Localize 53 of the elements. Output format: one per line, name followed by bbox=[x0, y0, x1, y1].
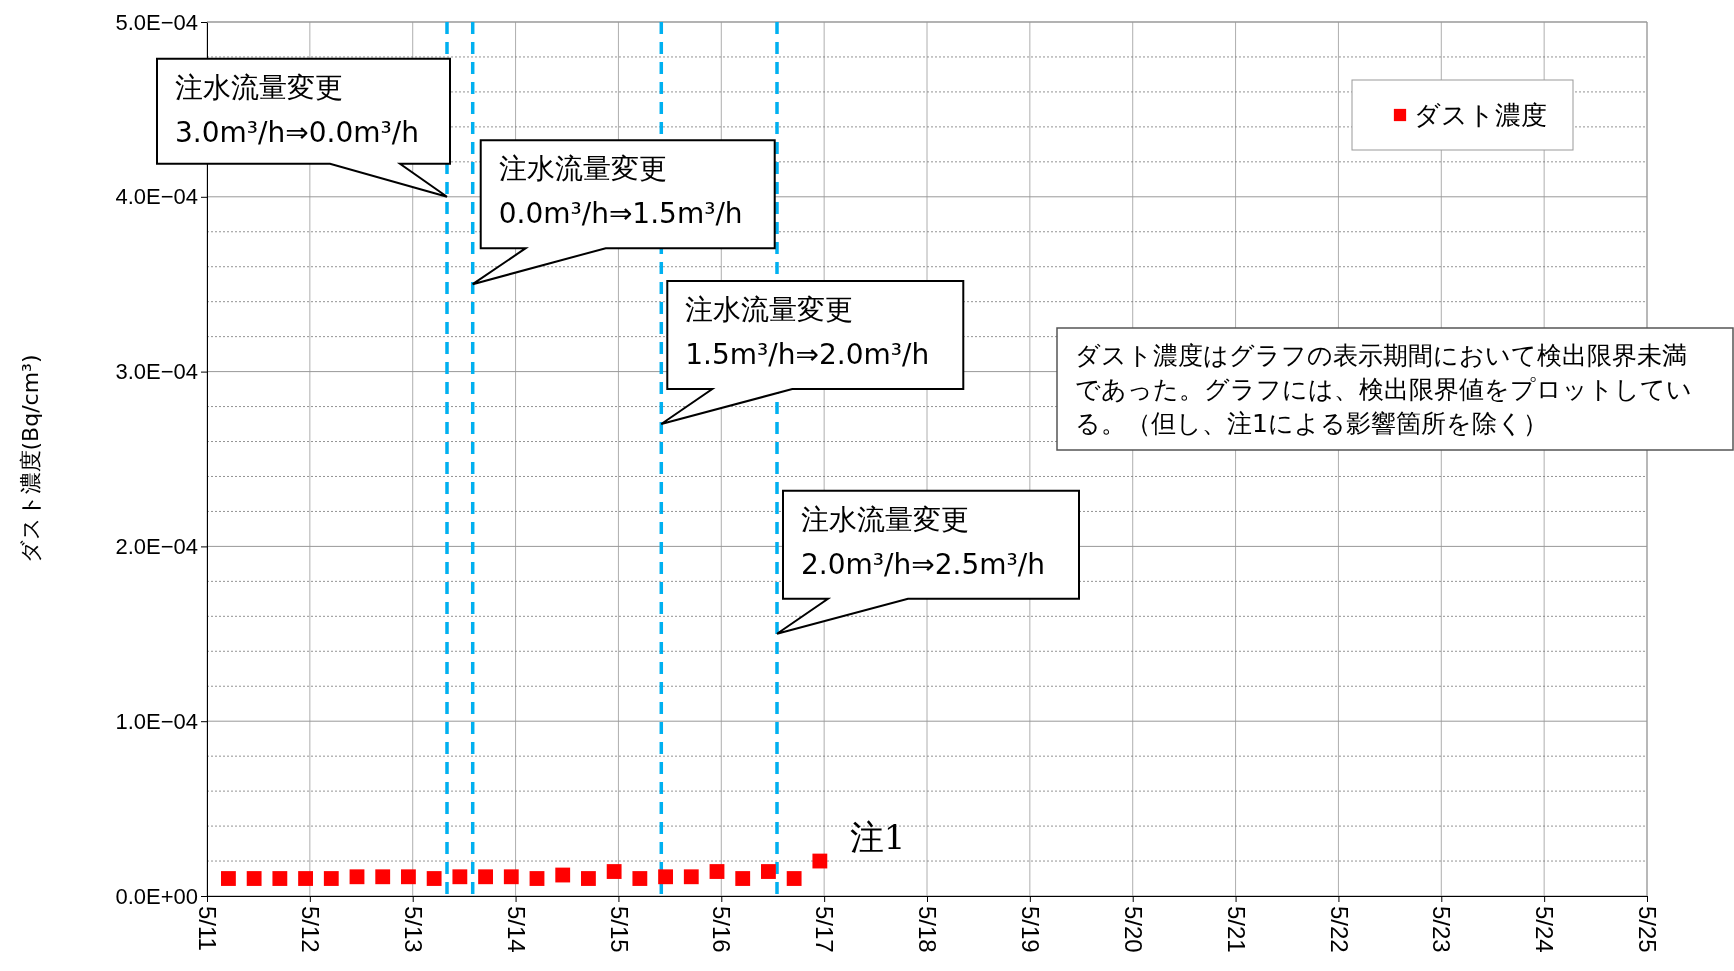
x-tick-label: 5/23 bbox=[1428, 906, 1456, 953]
point bbox=[426, 871, 442, 886]
point bbox=[683, 869, 699, 885]
point bbox=[581, 871, 596, 886]
x-tick-label: 5/21 bbox=[1222, 906, 1250, 953]
y-tick-label: 0.0E+00 bbox=[115, 883, 198, 909]
point bbox=[375, 869, 391, 885]
legend-label: ダスト濃度 bbox=[1414, 100, 1547, 131]
point bbox=[323, 871, 339, 886]
x-tick-label: 5/18 bbox=[914, 906, 942, 953]
point bbox=[812, 853, 828, 869]
annotation: 注水流量変更 1.5m³/h⇒2.0m³/h bbox=[685, 293, 930, 372]
point bbox=[401, 869, 416, 885]
point bbox=[709, 864, 725, 879]
point bbox=[221, 871, 236, 886]
point bbox=[786, 871, 802, 886]
y-axis-title: ダスト濃度(Bq/cm³) bbox=[18, 354, 43, 564]
point bbox=[555, 867, 571, 883]
x-tick-label: 5/17 bbox=[811, 906, 839, 953]
y-tick-label: 1.0E−04 bbox=[115, 708, 198, 734]
x-tick-label: 5/14 bbox=[502, 906, 530, 953]
point bbox=[658, 869, 673, 885]
point bbox=[606, 864, 622, 879]
point bbox=[272, 871, 288, 886]
point bbox=[503, 869, 519, 885]
annotation: 注水流量変更 2.0m³/h⇒2.5m³/h bbox=[801, 502, 1045, 581]
point bbox=[246, 871, 262, 886]
annotation: 注1 bbox=[849, 817, 906, 858]
point bbox=[735, 871, 751, 886]
annotation: 注水流量変更 0.0m³/h⇒1.5m³/h bbox=[498, 152, 743, 231]
x-tick-label: 5/22 bbox=[1325, 906, 1353, 953]
x-tick-label: 5/11 bbox=[194, 906, 222, 951]
point bbox=[632, 871, 648, 886]
x-tick-label: 5/24 bbox=[1531, 906, 1559, 953]
point bbox=[761, 864, 776, 879]
y-tick-label: 2.0E−04 bbox=[115, 533, 198, 559]
point bbox=[529, 871, 545, 886]
x-tick-label: 5/25 bbox=[1634, 906, 1662, 953]
y-tick-label: 3.0E−04 bbox=[115, 359, 198, 385]
x-tick-label: 5/20 bbox=[1119, 906, 1147, 953]
y-tick-label: 5.0E−04 bbox=[115, 9, 198, 35]
x-tick-label: 5/15 bbox=[605, 906, 633, 953]
x-tick-label: 5/19 bbox=[1016, 906, 1044, 953]
annotation: 注水流量変更 3.0m³/h⇒0.0m³/h bbox=[175, 70, 419, 149]
y-tick-label: 4.0E−04 bbox=[115, 184, 198, 210]
x-tick-label: 5/16 bbox=[708, 906, 736, 953]
point bbox=[452, 869, 468, 885]
x-tick-label: 5/12 bbox=[296, 906, 324, 953]
point bbox=[349, 869, 365, 885]
x-tick-label: 5/13 bbox=[399, 906, 427, 953]
annotation: ダスト濃度はグラフの表示期間において検出限界未満であった。グラフには、検出限界値をプロットしている。（但し、注1による影響箇所を除く） bbox=[1075, 341, 1692, 438]
point bbox=[478, 869, 493, 885]
point bbox=[298, 871, 313, 886]
